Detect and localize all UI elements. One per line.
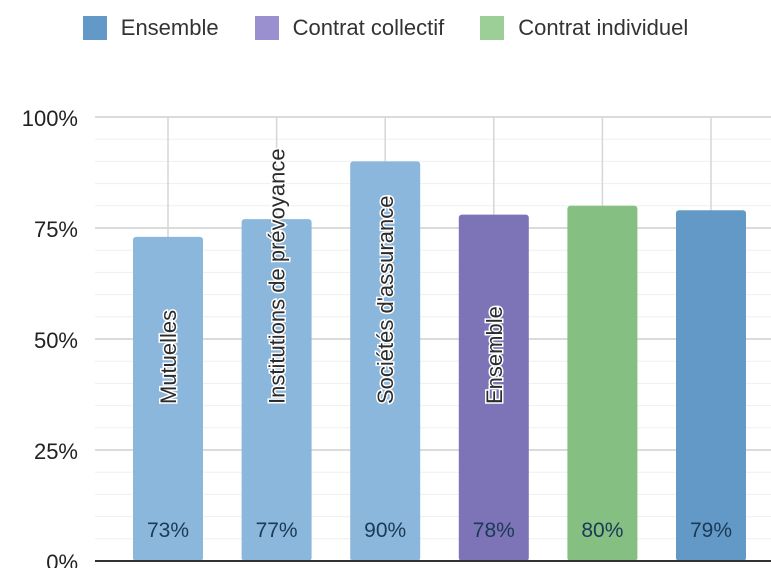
bar-data-label: 77% [256,519,298,542]
bar-category-label: Institutions de prévoyance [265,148,290,404]
bar-data-label: 73% [147,519,189,542]
bar-data-label: 80% [581,519,623,542]
bar-data-label: 78% [473,519,515,542]
bar-category-label: Sociétés d'assurance [373,196,398,404]
y-tick-label: 50% [34,328,78,353]
legend-item-contrat-individuel: Contrat individuel [480,15,688,41]
bar-data-label: 79% [690,519,732,542]
legend-swatch-contrat-individuel [480,16,505,40]
y-tick-label: 100% [22,106,78,131]
legend-label-ensemble: Ensemble [120,15,219,40]
y-tick-label: 25% [34,439,78,464]
bar-category-label: Ensemble [482,306,507,404]
y-tick-label: 0% [46,550,78,568]
bar [567,205,638,562]
legend-item-contrat-collectif: Contrat collectif [254,15,445,41]
legend-item-ensemble: Ensemble [82,15,219,41]
legend-swatch-ensemble [82,16,107,40]
chart-legend: Ensemble Contrat collectif Contrat indiv… [0,10,771,46]
bar [458,214,529,561]
bar [350,161,421,561]
legend-label-contrat-collectif: Contrat collectif [292,15,445,40]
y-tick-label: 75% [34,217,78,242]
bar-data-label: 90% [364,519,406,542]
legend-swatch-contrat-collectif [254,16,279,40]
bar [133,236,203,561]
bar [241,219,312,561]
legend-label-contrat-individuel: Contrat individuel [518,15,689,40]
bar [676,210,746,562]
bar-category-label: Mutuelles [156,310,181,404]
